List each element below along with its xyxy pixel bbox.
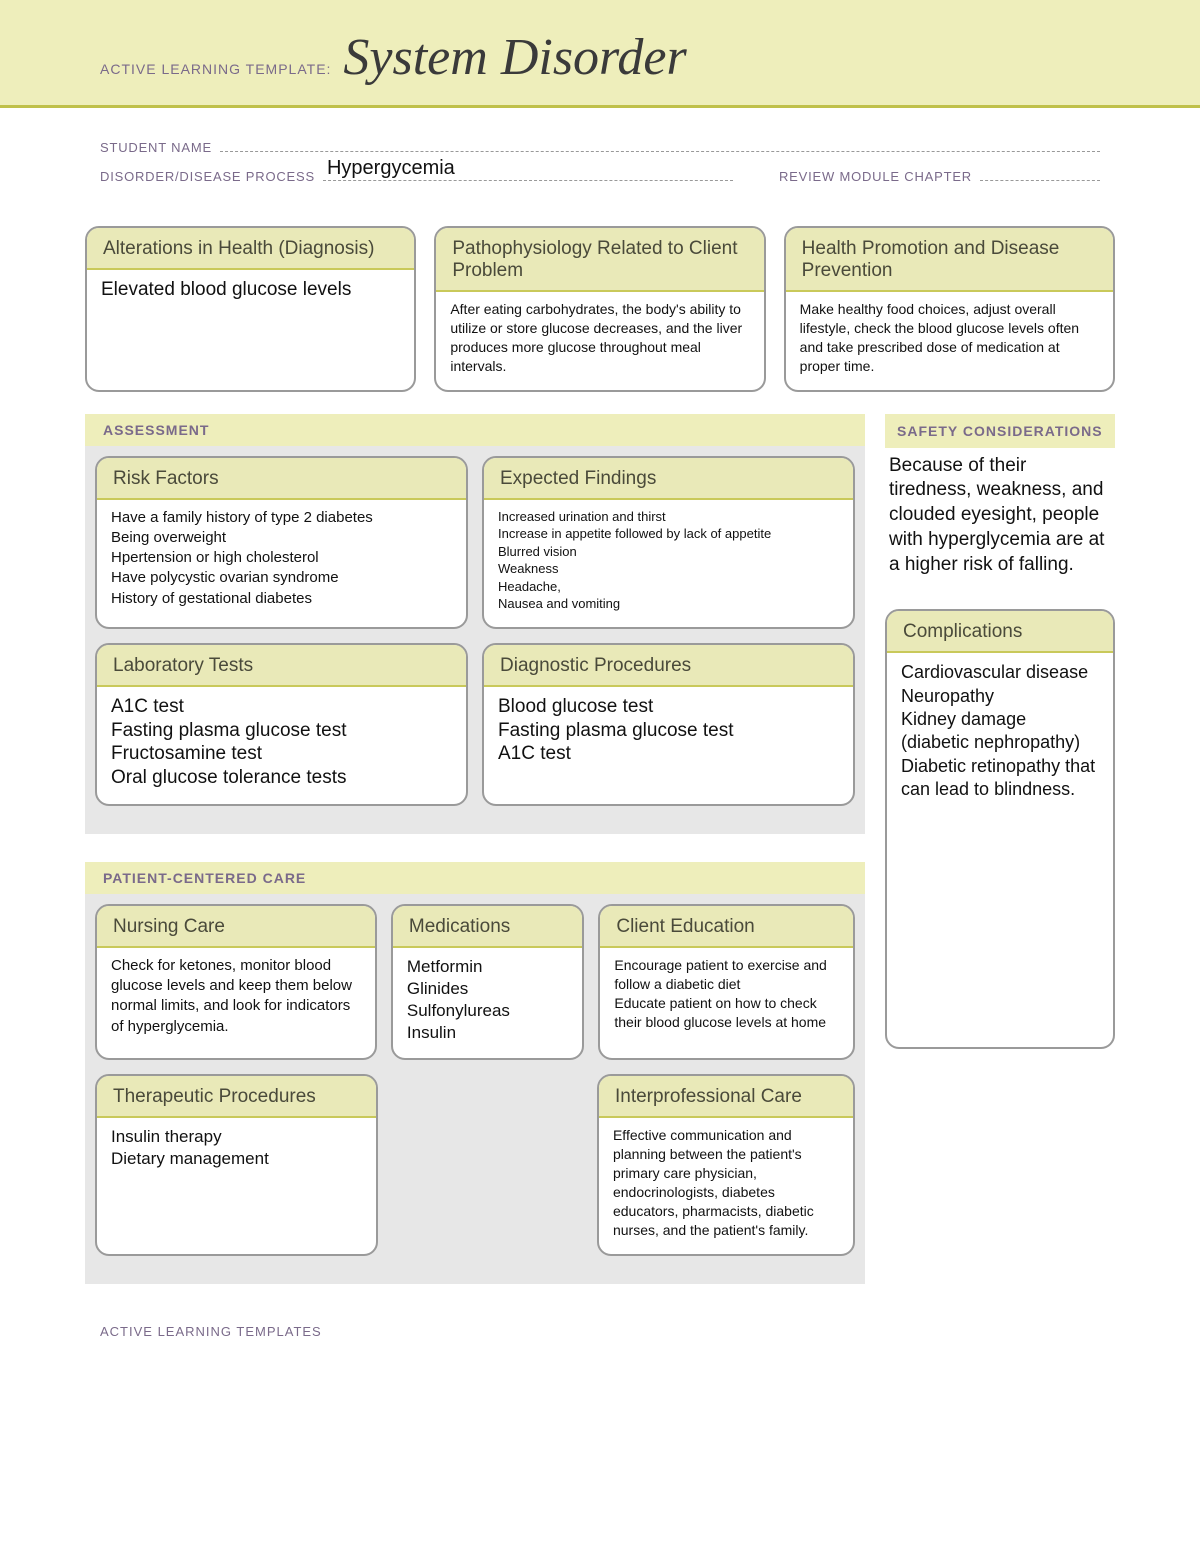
complications-box: Complications Cardiovascular diseaseNeur… xyxy=(885,609,1115,1049)
health-promotion-body: Make healthy food choices, adjust overal… xyxy=(786,292,1113,390)
expected-findings-body: Increased urination and thirstIncrease i… xyxy=(484,500,853,627)
review-chapter-label: REVIEW MODULE CHAPTER xyxy=(779,169,972,184)
safety-block: SAFETY CONSIDERATIONS Because of their t… xyxy=(885,414,1115,582)
alterations-body: Elevated blood glucose levels xyxy=(87,270,414,316)
interprofessional-care-body: Effective communication and planning bet… xyxy=(599,1118,853,1253)
header-title: System Disorder xyxy=(343,28,686,87)
main-grid: ASSESSMENT Risk Factors Have a family hi… xyxy=(85,414,1115,1284)
meta-block: STUDENT NAME DISORDER/DISEASE PROCESS Hy… xyxy=(0,108,1200,206)
nursing-care-body: Check for ketones, monitor blood glucose… xyxy=(97,948,375,1051)
page: ACTIVE LEARNING TEMPLATE: System Disorde… xyxy=(0,0,1200,1379)
header-band: ACTIVE LEARNING TEMPLATE: System Disorde… xyxy=(0,0,1200,108)
client-education-title: Client Education xyxy=(600,906,853,948)
safety-label: SAFETY CONSIDERATIONS xyxy=(885,414,1115,448)
complications-title: Complications xyxy=(887,611,1113,653)
medications-title: Medications xyxy=(393,906,582,948)
assessment-section: ASSESSMENT Risk Factors Have a family hi… xyxy=(85,414,865,834)
risk-factors-title: Risk Factors xyxy=(97,458,466,500)
nursing-care-title: Nursing Care xyxy=(97,906,375,948)
expected-findings-title: Expected Findings xyxy=(484,458,853,500)
health-promotion-title: Health Promotion and Disease Prevention xyxy=(786,228,1113,292)
diagnostic-procedures-title: Diagnostic Procedures xyxy=(484,645,853,687)
expected-findings-box: Expected Findings Increased urination an… xyxy=(482,456,855,629)
top-row: Alterations in Health (Diagnosis) Elevat… xyxy=(85,226,1115,392)
disease-process-line: Hypergycemia xyxy=(323,167,733,181)
medications-body: MetforminGlinidesSulfonylureasInsulin xyxy=(393,948,582,1058)
medications-box: Medications MetforminGlinidesSulfonylure… xyxy=(391,904,584,1060)
pathophysiology-body: After eating carbohydrates, the body's a… xyxy=(436,292,763,390)
footer-text: ACTIVE LEARNING TEMPLATES xyxy=(0,1284,1200,1339)
patient-care-section: PATIENT-CENTERED CARE Nursing Care Check… xyxy=(85,862,865,1284)
assessment-label: ASSESSMENT xyxy=(85,414,865,446)
header-prefix: ACTIVE LEARNING TEMPLATE: xyxy=(100,61,331,77)
student-name-label: STUDENT NAME xyxy=(100,140,212,155)
left-column: ASSESSMENT Risk Factors Have a family hi… xyxy=(85,414,865,1284)
interprofessional-care-title: Interprofessional Care xyxy=(599,1076,853,1118)
diagnostic-procedures-body: Blood glucose testFasting plasma glucose… xyxy=(484,687,853,780)
pathophysiology-title: Pathophysiology Related to Client Proble… xyxy=(436,228,763,292)
content: Alterations in Health (Diagnosis) Elevat… xyxy=(0,206,1200,1284)
laboratory-tests-box: Laboratory Tests A1C testFasting plasma … xyxy=(95,643,468,806)
laboratory-tests-body: A1C testFasting plasma glucose testFruct… xyxy=(97,687,466,804)
right-column: SAFETY CONSIDERATIONS Because of their t… xyxy=(885,414,1115,1284)
therapeutic-procedures-box: Therapeutic Procedures Insulin therapyDi… xyxy=(95,1074,378,1255)
nursing-care-box: Nursing Care Check for ketones, monitor … xyxy=(95,904,377,1060)
patient-care-label: PATIENT-CENTERED CARE xyxy=(85,862,865,894)
client-education-body: Encourage patient to exercise and follow… xyxy=(600,948,853,1046)
laboratory-tests-title: Laboratory Tests xyxy=(97,645,466,687)
pathophysiology-box: Pathophysiology Related to Client Proble… xyxy=(434,226,765,392)
therapeutic-procedures-body: Insulin therapyDietary management xyxy=(97,1118,376,1184)
alterations-box: Alterations in Health (Diagnosis) Elevat… xyxy=(85,226,416,392)
alterations-title: Alterations in Health (Diagnosis) xyxy=(87,228,414,270)
health-promotion-box: Health Promotion and Disease Prevention … xyxy=(784,226,1115,392)
disease-process-value: Hypergycemia xyxy=(327,157,455,180)
complications-body: Cardiovascular diseaseNeuropathyKidney d… xyxy=(887,653,1113,815)
client-education-box: Client Education Encourage patient to ex… xyxy=(598,904,855,1060)
risk-factors-body: Have a family history of type 2 diabetes… xyxy=(97,500,466,623)
safety-body: Because of their tiredness, weakness, an… xyxy=(885,448,1115,581)
disease-process-label: DISORDER/DISEASE PROCESS xyxy=(100,169,315,184)
diagnostic-procedures-box: Diagnostic Procedures Blood glucose test… xyxy=(482,643,855,806)
empty-slot xyxy=(392,1074,583,1255)
therapeutic-procedures-title: Therapeutic Procedures xyxy=(97,1076,376,1118)
review-chapter-line xyxy=(980,167,1100,181)
student-name-line xyxy=(220,138,1100,152)
risk-factors-box: Risk Factors Have a family history of ty… xyxy=(95,456,468,629)
interprofessional-care-box: Interprofessional Care Effective communi… xyxy=(597,1074,855,1255)
